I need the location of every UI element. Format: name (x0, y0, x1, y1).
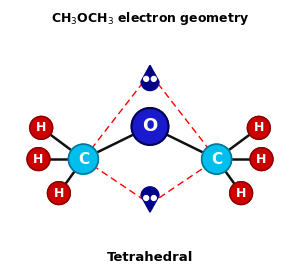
Text: O: O (142, 118, 158, 135)
Circle shape (131, 108, 169, 145)
Circle shape (30, 116, 52, 139)
Circle shape (152, 196, 156, 200)
Circle shape (144, 196, 148, 200)
Text: H: H (236, 187, 246, 200)
Polygon shape (141, 65, 159, 91)
Text: H: H (36, 121, 46, 134)
Circle shape (47, 182, 70, 205)
Text: CH$_3$OCH$_3$ electron geometry: CH$_3$OCH$_3$ electron geometry (51, 10, 249, 26)
Circle shape (27, 148, 50, 171)
Circle shape (68, 144, 98, 174)
Circle shape (202, 144, 232, 174)
Text: C: C (211, 152, 222, 167)
Text: Tetrahedral: Tetrahedral (107, 251, 193, 264)
Text: H: H (33, 153, 44, 166)
Circle shape (248, 116, 270, 139)
Circle shape (144, 76, 148, 81)
Circle shape (250, 148, 273, 171)
Text: H: H (256, 153, 267, 166)
Circle shape (230, 182, 253, 205)
Text: H: H (254, 121, 264, 134)
Polygon shape (141, 187, 159, 212)
Text: H: H (54, 187, 64, 200)
Text: C: C (78, 152, 89, 167)
Circle shape (152, 76, 156, 81)
